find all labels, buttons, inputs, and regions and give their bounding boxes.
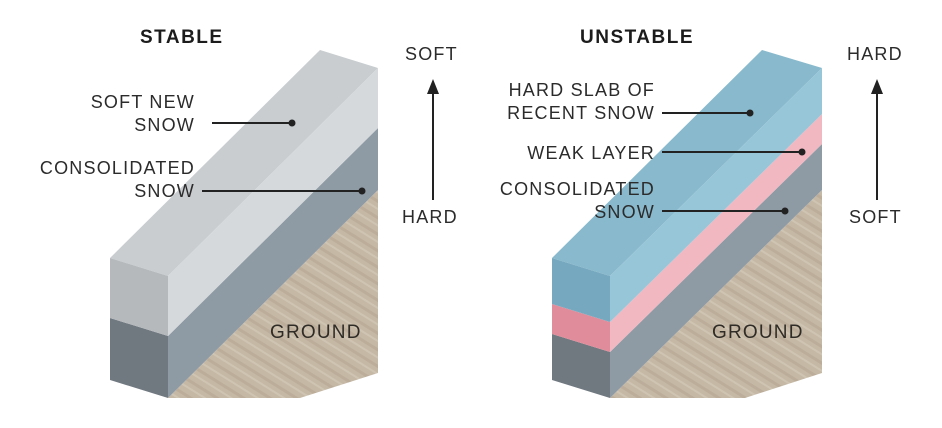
stable-soft-snow-dot [288,119,296,127]
stable-arrow-up-icon [427,79,439,94]
stable-consolidated-line2: SNOW [134,181,195,201]
stable-consolidated-line1: CONSOLIDATED [39,158,195,178]
unstable-consolidated-front [552,334,610,398]
unstable-slab-dot [746,109,754,117]
stable-consolidated-label: CONSOLIDATED SNOW [20,157,195,203]
stable-soft-snow-line2: SNOW [134,115,195,135]
stable-arrow-bottom-label: HARD [402,207,458,227]
stable-block [110,50,378,398]
unstable-weak-line1: WEAK LAYER [527,143,655,163]
unstable-weak-label: WEAK LAYER [470,142,655,165]
unstable-weak-dot [798,148,806,156]
stable-consolidated-front [110,318,168,398]
stable-soft-snow-label: SOFT NEW SNOW [40,91,195,137]
unstable-slab-line2: RECENT SNOW [507,103,655,123]
stable-soft-snow-line1: SOFT NEW [90,92,195,112]
stable-ground-label: GROUND [270,322,362,343]
unstable-consolidated-line2: SNOW [594,202,655,222]
stable-consolidated-slope [168,128,378,398]
unstable-block [552,50,822,398]
stable-soft-top [110,50,378,276]
stable-soft-front [110,258,168,336]
unstable-consolidated-dot [781,207,789,215]
unstable-consolidated-line1: CONSOLIDATED [499,179,655,199]
stable-soft-slope [168,68,378,336]
unstable-slab-front [552,258,610,322]
unstable-arrow-top-label: HARD [847,44,903,64]
unstable-arrow-up-icon [871,79,883,94]
unstable-arrow-bottom-label: SOFT [849,207,902,227]
stable-title: STABLE [140,27,224,48]
unstable-slab-top [552,50,822,276]
unstable-consolidated-slope [610,144,822,398]
unstable-slab-label: HARD SLAB OF RECENT SNOW [470,79,655,125]
unstable-title: UNSTABLE [580,27,695,48]
unstable-consolidated-label: CONSOLIDATED SNOW [470,178,655,224]
stable-consolidated-dot [358,187,366,195]
stable-arrow-top-label: SOFT [405,44,458,64]
unstable-weak-front [552,304,610,352]
unstable-slab-slope [610,68,822,322]
unstable-weak-slope [610,114,822,352]
unstable-slab-line1: HARD SLAB OF [508,80,655,100]
unstable-ground-label: GROUND [712,322,804,343]
